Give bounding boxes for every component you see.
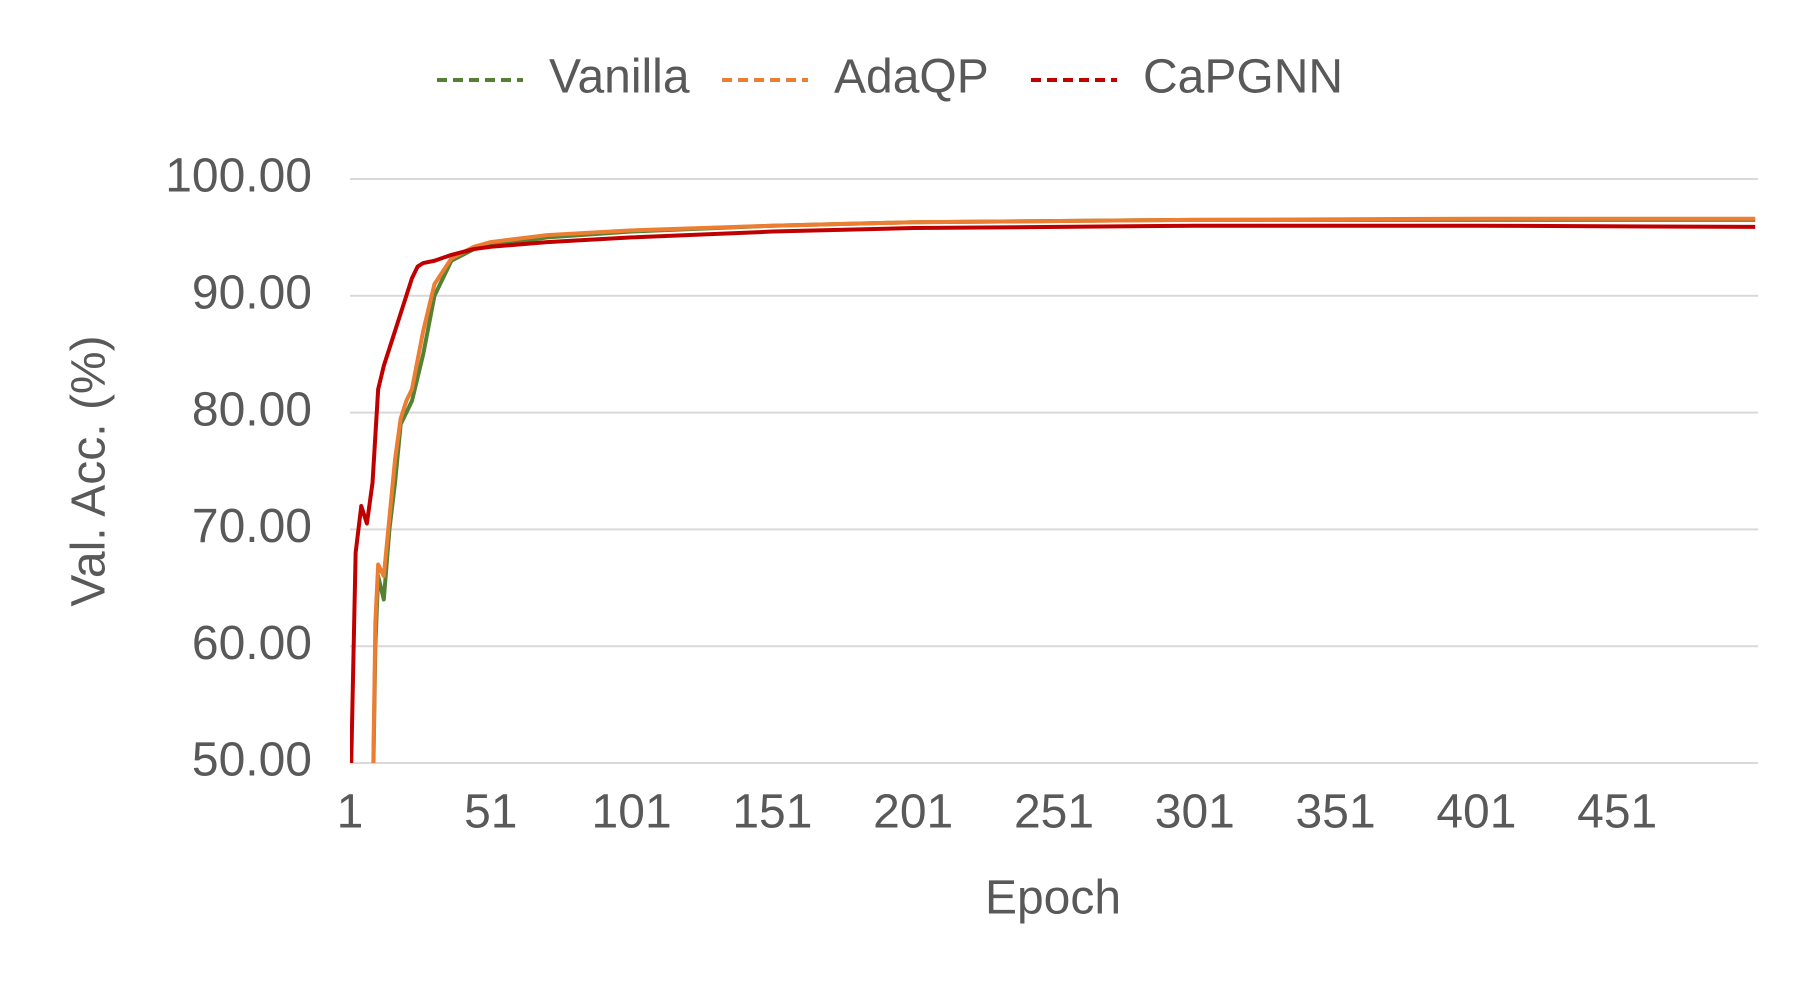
x-tick-label: 151 <box>732 786 812 839</box>
x-axis-label: Epoch <box>985 872 1121 925</box>
legend-label: Vanilla <box>549 51 690 104</box>
y-axis-label: Val. Acc. (%) <box>63 335 116 606</box>
x-tick-label: 101 <box>592 786 672 839</box>
x-tick-label: 251 <box>1014 786 1094 839</box>
y-tick-label: 80.00 <box>192 383 312 436</box>
x-tick-label: 351 <box>1296 786 1376 839</box>
series-line <box>350 223 1756 763</box>
y-tick-label: 60.00 <box>192 617 312 670</box>
series-line <box>371 217 1756 763</box>
y-tick-label: 70.00 <box>192 500 312 553</box>
legend-label: AdaQP <box>834 51 989 104</box>
series-line <box>371 216 1756 763</box>
x-tick-label: 401 <box>1436 786 1516 839</box>
x-tick-label: 1 <box>337 786 364 839</box>
x-tick-label: 301 <box>1155 786 1235 839</box>
x-tick-label: 451 <box>1577 786 1657 839</box>
y-tick-label: 100.00 <box>165 150 312 203</box>
x-tick-label: 201 <box>873 786 953 839</box>
y-tick-label: 90.00 <box>192 266 312 319</box>
y-tick-label: 50.00 <box>192 734 312 787</box>
legend-label: CaPGNN <box>1143 51 1343 104</box>
x-tick-label: 51 <box>464 786 517 839</box>
